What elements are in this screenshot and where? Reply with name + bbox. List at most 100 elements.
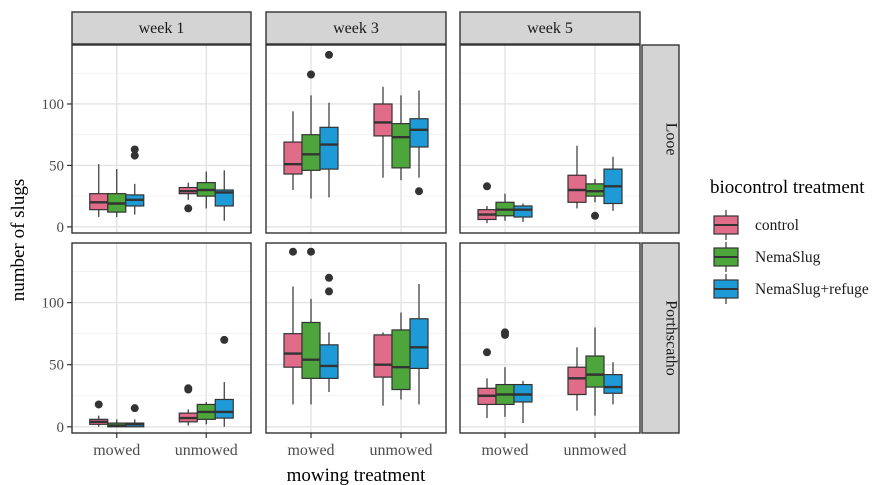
strip-label: Looe <box>663 123 680 156</box>
legend-entry-nemaslug-refuge: NemaSlug+refuge <box>713 274 869 304</box>
strip-label: week 3 <box>333 20 379 37</box>
box-mowed-control <box>283 247 303 405</box>
box-unmowed-nemaslug-refuge <box>603 362 623 405</box>
box-body <box>585 355 605 388</box>
box-mowed-nemaslug-refuge <box>319 273 339 393</box>
strip-background <box>641 242 680 434</box>
strip-background <box>641 44 680 234</box>
y-tick-label: 100 <box>42 97 65 113</box>
box-body <box>603 374 623 394</box>
box-unmowed-nemaslug-refuge <box>603 156 623 211</box>
box-body <box>283 141 303 175</box>
panel-border <box>71 242 252 434</box>
box-body <box>409 318 429 370</box>
panel-border <box>265 242 447 434</box>
box-mowed-nemaslug <box>301 247 321 405</box>
box-unmowed-control <box>567 145 587 209</box>
box-unmowed-control <box>373 86 393 178</box>
outlier-point <box>130 404 139 413</box>
box-mowed-nemaslug-refuge <box>513 203 533 222</box>
box-unmowed-nemaslug <box>585 327 605 416</box>
box-body <box>391 329 411 391</box>
box-body <box>283 333 303 368</box>
y-axis-porthscatho: 0 50 100 <box>42 296 72 436</box>
outlier-point <box>591 211 599 220</box>
box-body <box>301 134 321 171</box>
box-body <box>214 189 234 207</box>
panel-border <box>265 44 447 234</box>
box-unmowed-nemaslug-refuge <box>409 283 429 405</box>
y-tick-label: 50 <box>49 358 64 374</box>
box-body <box>409 118 429 148</box>
box-body <box>301 321 321 379</box>
box-mowed-nemaslug <box>107 169 127 218</box>
boxes-porthscatho-week-3 <box>283 247 429 406</box>
x-tick-label: unmowed <box>563 442 626 459</box>
box-unmowed-nemaslug <box>196 171 216 209</box>
legend-label: NemaSlug <box>755 249 821 266</box>
y-tick-label: 50 <box>49 158 64 174</box>
x-tick-label: unmowed <box>369 442 432 459</box>
x-axis-week-1: mowed unmowed <box>93 433 238 459</box>
outlier-point <box>501 328 509 337</box>
strip-week-5: week 5 <box>459 11 641 45</box>
box-mowed-control <box>89 400 109 427</box>
legend-entry-nemaslug: NemaSlug <box>713 242 821 272</box>
outlier-point <box>130 145 139 154</box>
outlier-point <box>130 151 139 160</box>
legend-title: biocontrol treatment <box>710 177 865 198</box>
legend-label: control <box>755 217 799 234</box>
box-body <box>391 123 411 169</box>
box-body <box>567 366 587 396</box>
outlier-point <box>307 247 315 256</box>
outlier-point <box>325 273 333 282</box>
outlier-point <box>94 400 103 409</box>
box-mowed-nemaslug <box>301 70 321 199</box>
box-mowed-control <box>477 182 497 224</box>
outlier-point <box>325 287 333 296</box>
box-body <box>585 183 605 197</box>
strip-looe: Looe <box>641 44 680 234</box>
outlier-point <box>325 50 333 59</box>
y-tick-label: 0 <box>57 220 65 236</box>
legend-entry-control: control <box>713 210 799 240</box>
strip-background <box>459 11 641 45</box>
box-unmowed-nemaslug-refuge <box>214 170 234 221</box>
y-tick-label: 100 <box>42 296 65 312</box>
strip-week-1: week 1 <box>71 11 252 45</box>
box-body <box>373 334 393 378</box>
y-axis-looe: 0 50 100 <box>42 97 72 236</box>
panel-border <box>459 44 641 234</box>
boxes-looe-week-5 <box>477 145 623 224</box>
boxes-porthscatho-week-5 <box>477 327 623 424</box>
x-tick-label: mowed <box>93 442 140 459</box>
strip-label: week 1 <box>139 20 185 37</box>
strip-label: week 5 <box>527 20 573 37</box>
x-axis-title: mowing treatment <box>287 465 426 485</box>
box-body <box>319 126 339 170</box>
x-axis-week-3: mowed unmowed <box>287 433 433 459</box>
box-unmowed-nemaslug <box>585 178 605 220</box>
facet-panels <box>71 44 641 434</box>
box-mowed-nemaslug-refuge <box>125 145 145 215</box>
outlier-point <box>184 204 193 213</box>
box-body <box>513 205 533 218</box>
boxes-looe-week-1 <box>89 145 234 221</box>
boxes-porthscatho-week-1 <box>89 335 234 428</box>
outlier-point <box>483 348 491 357</box>
panel-border <box>71 44 252 234</box>
x-tick-label: mowed <box>481 442 528 459</box>
box-body <box>319 344 339 379</box>
strip-label: Porthscatho <box>663 300 680 376</box>
panel-border <box>459 242 641 434</box>
box-unmowed-nemaslug-refuge <box>214 335 234 427</box>
x-tick-label: unmowed <box>175 442 238 459</box>
y-axis-title: number of slugs <box>8 179 29 301</box>
strip-background <box>265 11 447 45</box>
legend: biocontrol treatment control NemaSlug Nema… <box>710 177 869 304</box>
box-mowed-nemaslug-refuge <box>513 380 533 424</box>
outlier-point <box>483 182 491 191</box>
strip-background <box>71 11 252 45</box>
